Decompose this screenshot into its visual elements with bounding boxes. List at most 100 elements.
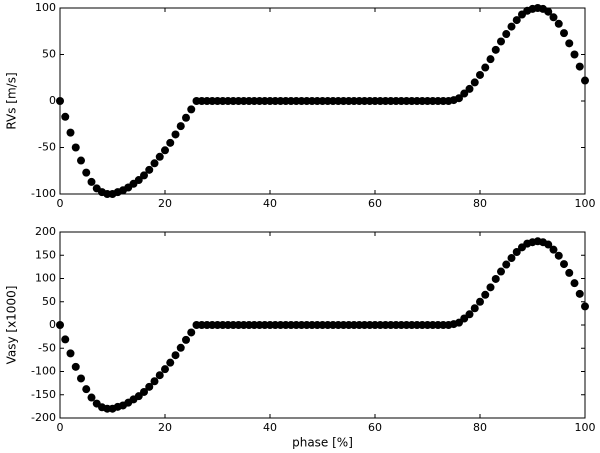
- point: [82, 168, 91, 177]
- y-tick-label: 0: [49, 318, 56, 331]
- point: [570, 50, 579, 59]
- point: [87, 393, 96, 402]
- y-tick-label: -50: [38, 141, 56, 154]
- y-tick-label: 200: [35, 225, 56, 238]
- x-tick-label: 80: [473, 421, 487, 434]
- point: [140, 171, 148, 180]
- point: [476, 70, 484, 79]
- point: [155, 152, 164, 161]
- y-tick-label: 150: [35, 248, 56, 261]
- y-axis-label: Vasy [x1000]: [5, 286, 19, 365]
- point: [486, 55, 495, 64]
- x-tick-label: 100: [575, 197, 596, 210]
- point: [560, 29, 568, 38]
- y-tick-label: -100: [31, 187, 56, 200]
- x-tick-label: 60: [368, 197, 382, 210]
- point: [465, 310, 474, 319]
- point: [470, 78, 479, 87]
- point: [155, 371, 164, 380]
- point: [56, 97, 64, 105]
- point: [187, 105, 196, 114]
- point: [176, 343, 185, 352]
- point: [502, 260, 511, 269]
- point: [544, 240, 553, 249]
- point: [176, 122, 185, 131]
- x-tick-label: 20: [158, 197, 172, 210]
- point: [581, 76, 589, 85]
- point: [502, 30, 511, 39]
- x-axis-label: phase [%]: [292, 436, 353, 450]
- x-tick-label: 40: [263, 421, 277, 434]
- y-axis-label: RVs [m/s]: [5, 72, 19, 129]
- point: [171, 130, 180, 139]
- point: [460, 89, 469, 98]
- point: [581, 302, 589, 311]
- y-tick-label: -200: [31, 411, 56, 424]
- point: [507, 22, 516, 31]
- x-tick-label: 60: [368, 421, 382, 434]
- x-tick-label: 40: [263, 197, 277, 210]
- x-tick-label: 80: [473, 197, 487, 210]
- point: [554, 251, 563, 260]
- point: [66, 349, 75, 358]
- point: [544, 7, 553, 16]
- x-tick-label: 0: [57, 421, 64, 434]
- point: [481, 63, 490, 72]
- y-tick-label: -50: [38, 341, 56, 354]
- point: [512, 16, 521, 25]
- point: [61, 112, 70, 121]
- point: [187, 328, 196, 337]
- point: [575, 289, 584, 298]
- y-tick-label: 50: [42, 295, 56, 308]
- point: [56, 321, 64, 329]
- point: [575, 62, 584, 71]
- point: [61, 335, 70, 344]
- point: [486, 283, 495, 292]
- point: [491, 274, 500, 283]
- point: [476, 297, 484, 306]
- point: [71, 143, 80, 152]
- point: [134, 176, 143, 185]
- point: [87, 177, 96, 186]
- point: [560, 260, 568, 269]
- point: [470, 304, 479, 313]
- point: [66, 128, 75, 137]
- point: [145, 165, 154, 174]
- point: [549, 13, 558, 22]
- point: [465, 84, 474, 93]
- point: [549, 245, 558, 254]
- y-tick-label: 0: [49, 94, 56, 107]
- point: [565, 268, 574, 277]
- point: [150, 377, 159, 386]
- point: [182, 113, 190, 122]
- y-tick-label: -150: [31, 388, 56, 401]
- x-tick-label: 100: [575, 421, 596, 434]
- point: [507, 254, 516, 263]
- point: [77, 374, 85, 383]
- point: [77, 156, 85, 165]
- point: [161, 146, 169, 155]
- point: [554, 19, 563, 28]
- point: [570, 279, 579, 288]
- y-tick-label: -100: [31, 365, 56, 378]
- point: [512, 247, 521, 256]
- x-tick-label: 20: [158, 421, 172, 434]
- point: [491, 45, 500, 54]
- point: [166, 358, 175, 367]
- point: [497, 267, 505, 276]
- point: [71, 362, 80, 371]
- y-tick-label: 100: [35, 1, 56, 14]
- point: [565, 39, 574, 48]
- point: [82, 385, 91, 394]
- x-tick-label: 0: [57, 197, 64, 210]
- point: [140, 387, 148, 396]
- point: [182, 335, 190, 344]
- y-tick-label: 50: [42, 48, 56, 61]
- point: [150, 159, 159, 168]
- point: [145, 382, 154, 391]
- point: [171, 351, 180, 360]
- point: [497, 37, 505, 46]
- point: [166, 138, 175, 147]
- point: [161, 365, 169, 374]
